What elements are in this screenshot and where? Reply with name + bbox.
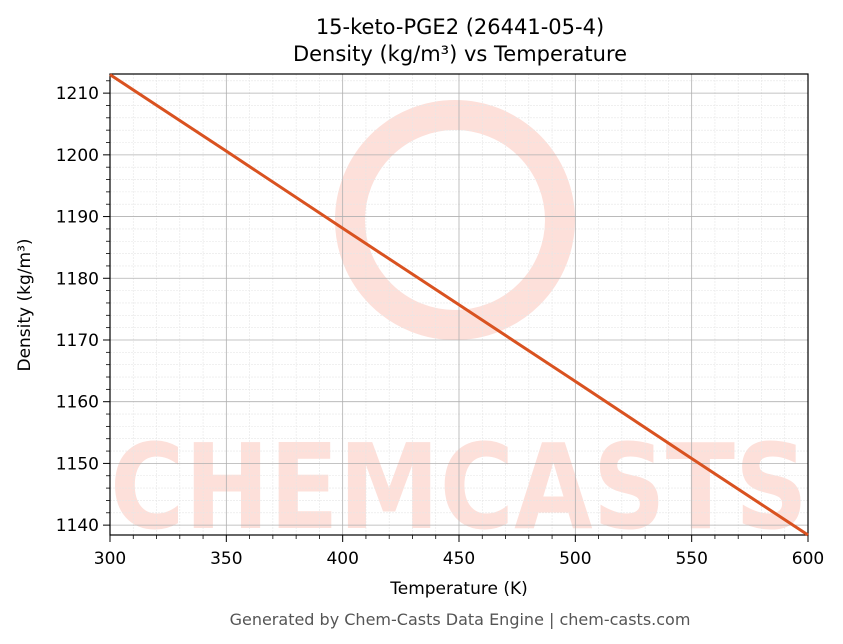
y-axis-label: Density (kg/m³) [15, 238, 35, 371]
x-tick-label: 350 [210, 549, 242, 569]
x-tick-label: 450 [443, 549, 475, 569]
data-line [109, 73, 809, 537]
y-tick-label: 1170 [56, 331, 99, 351]
y-tick-label: 1160 [56, 393, 99, 413]
y-tick-label: 1200 [56, 146, 99, 166]
plot-frame [109, 73, 809, 536]
x-axis-label: Temperature (K) [389, 579, 528, 599]
y-tick-label: 1180 [56, 269, 99, 289]
footer: Generated by Chem-Casts Data Engine | ch… [230, 610, 691, 629]
chart-title: 15-keto-PGE2 (26441-05-4) [316, 15, 604, 39]
x-tick-label: 550 [675, 549, 707, 569]
y-tick-label: 1210 [56, 84, 99, 104]
y-tick-label: 1190 [56, 208, 99, 228]
chart-subtitle: Density (kg/m³) vs Temperature [293, 42, 627, 66]
x-tick-label: 600 [792, 549, 824, 569]
x-tick-label: 400 [326, 549, 358, 569]
y-tick-label: 1150 [56, 454, 99, 474]
x-tick-label: 300 [94, 549, 126, 569]
x-tick-label: 500 [559, 549, 591, 569]
watermark-ring [335, 100, 575, 340]
y-tick-label: 1140 [56, 516, 99, 536]
